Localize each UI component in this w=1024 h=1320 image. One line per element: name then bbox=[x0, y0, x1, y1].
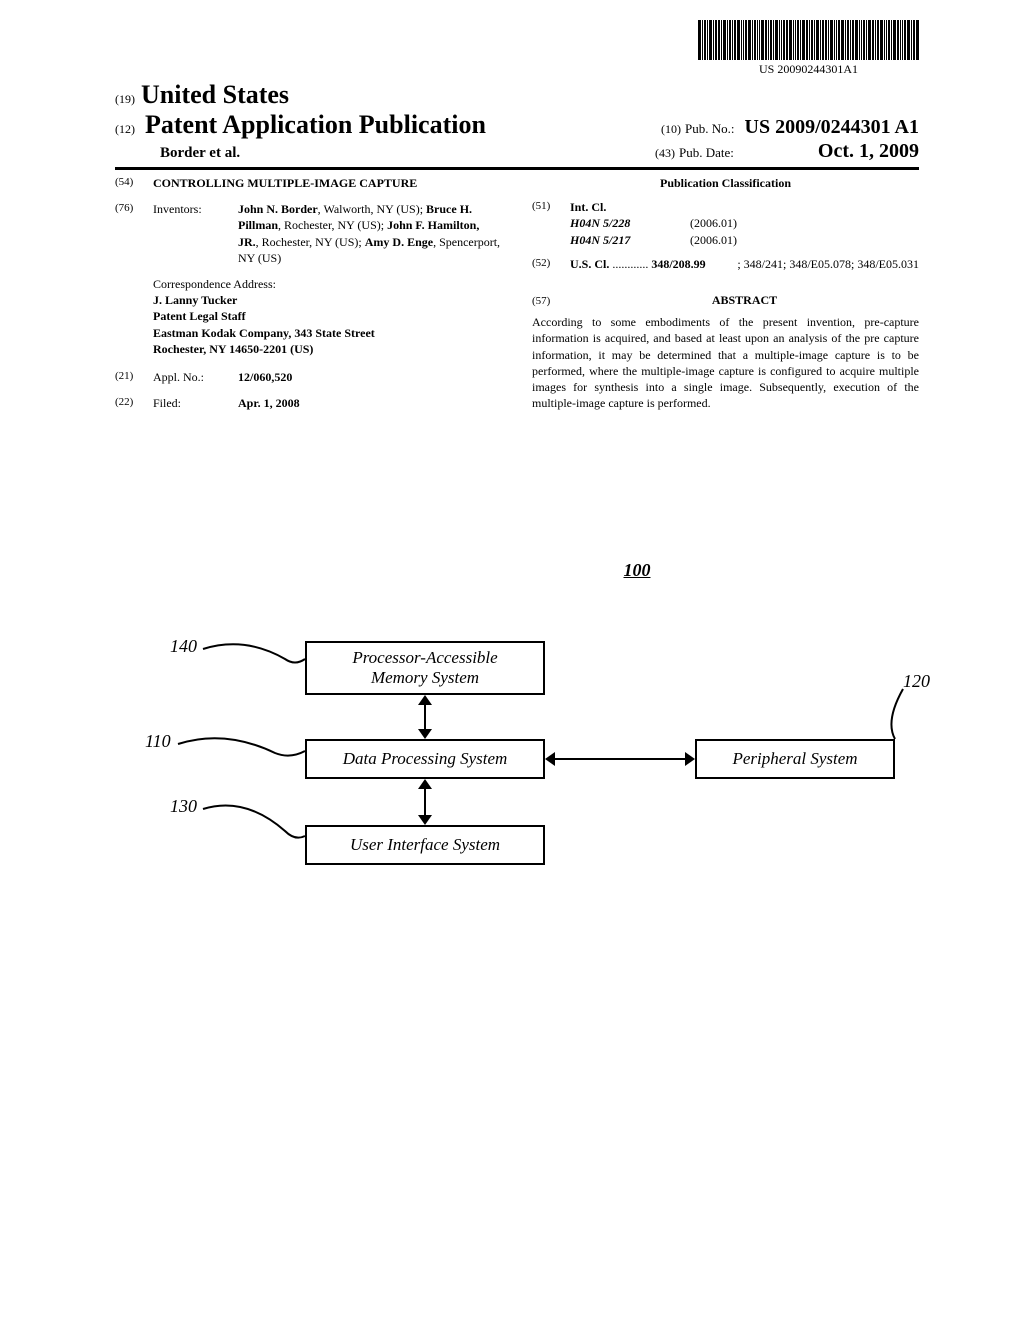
inv3-loc: , Rochester, NY (US); bbox=[256, 235, 365, 249]
invention-title: CONTROLLING MULTIPLE-IMAGE CAPTURE bbox=[153, 175, 502, 191]
pub-no-label: Pub. No.: bbox=[685, 121, 734, 136]
country: United States bbox=[141, 80, 289, 110]
arrow-v1-down bbox=[418, 729, 432, 739]
intcl1-date: (2006.01) bbox=[690, 215, 737, 231]
code-10: (10) bbox=[661, 122, 681, 136]
divider-thick bbox=[115, 167, 919, 170]
correspondence-block: Correspondence Address: J. Lanny Tucker … bbox=[153, 276, 502, 357]
box-dps: Data Processing System bbox=[305, 739, 545, 779]
inventors-value: John N. Border, Walworth, NY (US); Bruce… bbox=[238, 201, 502, 266]
diagram: Processor-AccessibleMemory System Data P… bbox=[145, 641, 919, 921]
abstract-code: (57) bbox=[532, 294, 570, 309]
barcode-image bbox=[698, 20, 919, 60]
box-peripheral: Peripheral System bbox=[695, 739, 895, 779]
uscl-code: (52) bbox=[532, 256, 570, 272]
ref-110: 110 bbox=[145, 731, 171, 752]
arrow-v2-down bbox=[418, 815, 432, 825]
appl-value: 12/060,520 bbox=[238, 370, 292, 384]
pub-no-value: US 2009/0244301 A1 bbox=[745, 116, 919, 138]
barcode-block: US 20090244301A1 bbox=[698, 20, 919, 77]
uscl-rest: ; 348/241; 348/E05.078; 348/E05.031 bbox=[737, 257, 919, 271]
appl-label: Appl. No.: bbox=[153, 369, 238, 385]
filed-label: Filed: bbox=[153, 395, 238, 411]
title-code: (54) bbox=[115, 175, 153, 191]
uscl-dots: ............ bbox=[609, 257, 651, 271]
inv1-loc: , Walworth, NY (US); bbox=[318, 202, 426, 216]
filed-code: (22) bbox=[115, 395, 153, 411]
pub-date-label: Pub. Date: bbox=[679, 145, 734, 160]
arrow-h-left bbox=[545, 752, 555, 766]
abstract-text: According to some embodiments of the pre… bbox=[532, 314, 919, 411]
corr-line2: Patent Legal Staff bbox=[153, 309, 246, 323]
body-content: (54) CONTROLLING MULTIPLE-IMAGE CAPTURE … bbox=[115, 175, 919, 419]
corr-line1: J. Lanny Tucker bbox=[153, 293, 237, 307]
uscl-value: 348/208.99 bbox=[651, 257, 705, 271]
abstract-title: ABSTRACT bbox=[570, 292, 919, 308]
inventors-label: Inventors: bbox=[153, 201, 238, 266]
ref-140: 140 bbox=[170, 636, 197, 657]
right-column: Publication Classification (51) Int. Cl.… bbox=[532, 175, 919, 419]
author: Border et al. bbox=[160, 145, 240, 162]
corr-line4: Rochester, NY 14650-2201 (US) bbox=[153, 342, 313, 356]
arrow-v2-up bbox=[418, 779, 432, 789]
arrow-v1-up bbox=[418, 695, 432, 705]
intcl-code: (51) bbox=[532, 199, 570, 248]
uscl-label: U.S. Cl. bbox=[570, 257, 609, 271]
code-43: (43) bbox=[655, 146, 675, 160]
appl-code: (21) bbox=[115, 369, 153, 385]
box-memory-l2: Memory System bbox=[371, 668, 479, 687]
publication-type: Patent Application Publication bbox=[145, 110, 486, 139]
inv4-name: Amy D. Enge bbox=[365, 235, 433, 249]
intcl1: H04N 5/228 bbox=[570, 215, 690, 231]
corr-label: Correspondence Address: bbox=[153, 276, 502, 292]
code-19: (19) bbox=[115, 92, 135, 107]
pub-class-title: Publication Classification bbox=[532, 175, 919, 191]
header-block: (19) United States (12) Patent Applicati… bbox=[115, 80, 919, 170]
inventors-code: (76) bbox=[115, 201, 153, 266]
intcl2: H04N 5/217 bbox=[570, 232, 690, 248]
code-12: (12) bbox=[115, 122, 135, 136]
figure-area: 100 Processor-AccessibleMemory System Da… bbox=[115, 560, 919, 921]
barcode-text: US 20090244301A1 bbox=[698, 62, 919, 77]
arrow-h-right bbox=[685, 752, 695, 766]
arrow-h-line bbox=[551, 758, 689, 760]
ref-120: 120 bbox=[903, 671, 930, 692]
inv2-loc: , Rochester, NY (US); bbox=[278, 218, 387, 232]
corr-line3: Eastman Kodak Company, 343 State Street bbox=[153, 326, 375, 340]
figure-number: 100 bbox=[355, 560, 919, 581]
ref-130: 130 bbox=[170, 796, 197, 817]
box-memory: Processor-AccessibleMemory System bbox=[305, 641, 545, 695]
intcl2-date: (2006.01) bbox=[690, 232, 737, 248]
pub-date-value: Oct. 1, 2009 bbox=[818, 140, 919, 162]
filed-value: Apr. 1, 2008 bbox=[238, 396, 300, 410]
box-memory-l1: Processor-Accessible bbox=[352, 648, 497, 667]
arrow-v2-line bbox=[424, 785, 426, 819]
uscl-block: U.S. Cl. ............ 348/208.99 ; 348/24… bbox=[570, 256, 919, 272]
intcl-label: Int. Cl. bbox=[570, 200, 606, 214]
inv1-name: John N. Border bbox=[238, 202, 318, 216]
box-uis: User Interface System bbox=[305, 825, 545, 865]
left-column: (54) CONTROLLING MULTIPLE-IMAGE CAPTURE … bbox=[115, 175, 502, 419]
